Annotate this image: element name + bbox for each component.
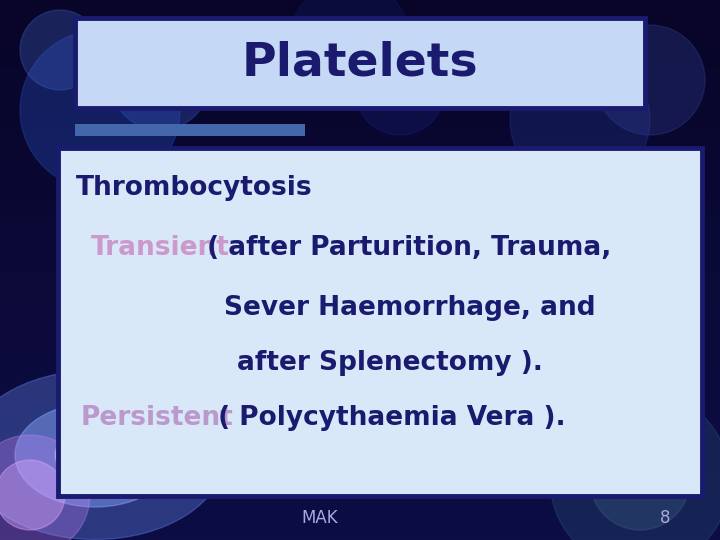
Circle shape [110,30,210,130]
Text: ( after Parturition, Trauma,: ( after Parturition, Trauma, [198,235,611,261]
Circle shape [0,460,65,530]
Circle shape [550,390,720,540]
Circle shape [0,435,90,540]
Circle shape [595,25,705,135]
Circle shape [20,10,100,90]
Circle shape [20,30,180,190]
Ellipse shape [55,429,135,481]
Circle shape [590,430,690,530]
Circle shape [510,50,650,190]
Text: Transient: Transient [91,235,230,261]
Bar [75,124,305,136]
Text: MAK: MAK [302,509,338,527]
Text: Thrombocytosis: Thrombocytosis [76,175,312,201]
Text: ( Polycythaemia Vera ).: ( Polycythaemia Vera ). [209,405,566,431]
Text: after Splenectomy ).: after Splenectomy ). [237,350,543,376]
Circle shape [290,0,410,100]
FancyBboxPatch shape [58,148,702,496]
Text: Sever Haemorrhage, and: Sever Haemorrhage, and [224,295,596,321]
Ellipse shape [0,370,225,539]
Text: Persistent: Persistent [81,405,234,431]
Circle shape [355,45,445,135]
Text: Platelets: Platelets [242,40,478,85]
Ellipse shape [15,403,175,507]
Text: 8: 8 [660,509,670,527]
FancyBboxPatch shape [75,18,645,108]
